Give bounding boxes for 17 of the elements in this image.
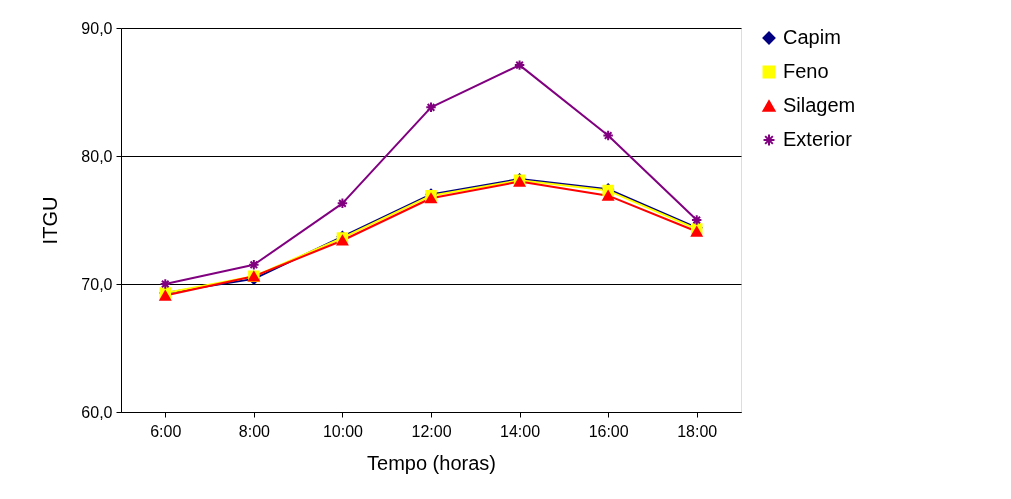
y-tick-label: 90,0 <box>81 19 113 37</box>
legend-label: Silagem <box>783 94 856 116</box>
x-tick-label: 8:00 <box>238 422 271 440</box>
x-tick-label: 12:00 <box>411 422 452 440</box>
y-tick-label: 70,0 <box>81 275 113 293</box>
x-tick-label: 6:00 <box>150 422 182 440</box>
y-tick-label: 60,0 <box>81 403 113 421</box>
y-axis-title: ITGU <box>39 196 62 245</box>
x-axis-title: Tempo (horas) <box>367 451 496 474</box>
legend-label: Feno <box>783 60 829 82</box>
legend-label: Exterior <box>783 128 853 150</box>
legend-label: Capim <box>783 26 841 48</box>
x-tick-label: 10:00 <box>322 422 364 440</box>
y-tick-label: 80,0 <box>81 147 113 165</box>
x-tick-label: 18:00 <box>677 422 718 440</box>
x-tick-label: 16:00 <box>588 422 629 440</box>
x-tick-label: 14:00 <box>500 422 541 440</box>
